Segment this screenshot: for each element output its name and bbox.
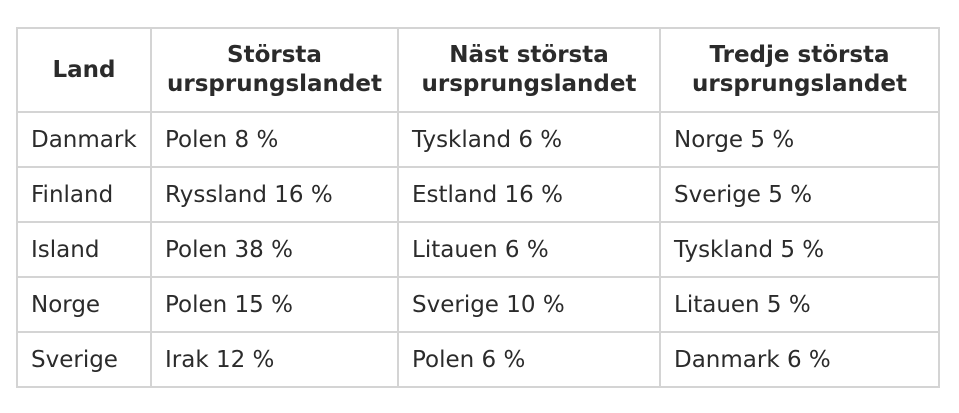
- cell-second-largest: Litauen 6 %: [397, 221, 661, 278]
- header-second-largest-origin: Näst största ursprungslandet: [397, 27, 661, 113]
- header-largest-line1: Största: [227, 42, 322, 68]
- header-third-line1: Tredje största: [709, 42, 890, 68]
- table-row: Danmark Polen 8 % Tyskland 6 % Norge 5 %: [16, 111, 940, 168]
- cell-country: Island: [16, 221, 152, 278]
- cell-second-largest: Tyskland 6 %: [397, 111, 661, 168]
- cell-third-largest: Sverige 5 %: [659, 166, 940, 223]
- cell-second-largest: Polen 6 %: [397, 331, 661, 388]
- cell-third-largest: Tyskland 5 %: [659, 221, 940, 278]
- cell-largest: Polen 38 %: [150, 221, 399, 278]
- origin-country-table-container: Land Största ursprungslandet Näst störst…: [16, 27, 940, 388]
- table-row: Island Polen 38 % Litauen 6 % Tyskland 5…: [16, 221, 940, 278]
- cell-country: Finland: [16, 166, 152, 223]
- cell-third-largest: Litauen 5 %: [659, 276, 940, 333]
- table-row: Sverige Irak 12 % Polen 6 % Danmark 6 %: [16, 331, 940, 388]
- table-row: Finland Ryssland 16 % Estland 16 % Sveri…: [16, 166, 940, 223]
- cell-country: Sverige: [16, 331, 152, 388]
- header-second-line2: ursprungslandet: [421, 71, 637, 97]
- table-header-row: Land Största ursprungslandet Näst störst…: [16, 27, 940, 113]
- header-third-line2: ursprungslandet: [692, 71, 907, 97]
- cell-third-largest: Norge 5 %: [659, 111, 940, 168]
- cell-second-largest: Sverige 10 %: [397, 276, 661, 333]
- header-largest-origin: Största ursprungslandet: [150, 27, 399, 113]
- cell-largest: Irak 12 %: [150, 331, 399, 388]
- origin-country-table: Land Största ursprungslandet Näst störst…: [16, 27, 940, 388]
- cell-largest: Polen 8 %: [150, 111, 399, 168]
- cell-largest: Polen 15 %: [150, 276, 399, 333]
- cell-second-largest: Estland 16 %: [397, 166, 661, 223]
- header-second-line1: Näst största: [449, 42, 609, 68]
- cell-country: Norge: [16, 276, 152, 333]
- header-land: Land: [16, 27, 152, 113]
- table-row: Norge Polen 15 % Sverige 10 % Litauen 5 …: [16, 276, 940, 333]
- cell-third-largest: Danmark 6 %: [659, 331, 940, 388]
- cell-country: Danmark: [16, 111, 152, 168]
- header-largest-line2: ursprungslandet: [167, 71, 382, 97]
- cell-largest: Ryssland 16 %: [150, 166, 399, 223]
- header-land-label: Land: [52, 56, 116, 83]
- header-third-largest-origin: Tredje största ursprungslandet: [659, 27, 940, 113]
